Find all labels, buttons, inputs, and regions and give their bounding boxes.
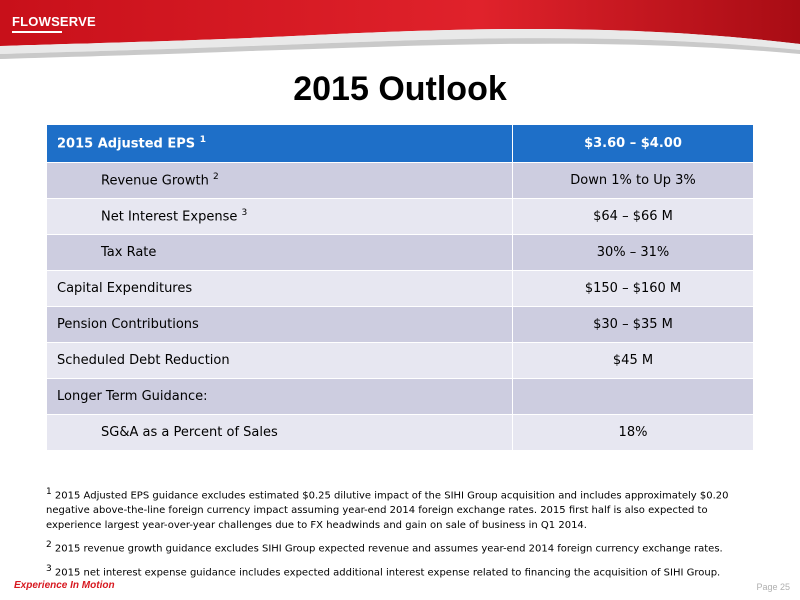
table-row: Longer Term Guidance: bbox=[46, 378, 754, 415]
footnote-text: 2015 net interest expense guidance inclu… bbox=[54, 566, 721, 578]
row-label: Revenue Growth 2 bbox=[46, 162, 513, 199]
row-label: Longer Term Guidance: bbox=[46, 378, 513, 415]
table-row: Scheduled Debt Reduction $45 M bbox=[46, 342, 754, 379]
row-value: 18% bbox=[512, 414, 754, 451]
table-row: SG&A as a Percent of Sales 18% bbox=[46, 414, 754, 451]
footnote-text: 2015 Adjusted EPS guidance excludes esti… bbox=[46, 490, 729, 532]
row-label: SG&A as a Percent of Sales bbox=[46, 414, 513, 451]
row-label-text: Revenue Growth bbox=[101, 173, 209, 189]
header-banner: FLOWSERVE bbox=[0, 0, 800, 62]
row-label: 2015 Adjusted EPS 1 bbox=[46, 124, 513, 163]
row-value: $3.60 – $4.00 bbox=[512, 124, 754, 163]
footer-tagline: Experience In Motion bbox=[14, 580, 115, 591]
row-value bbox=[512, 378, 754, 415]
row-label: Capital Expenditures bbox=[46, 270, 513, 307]
row-value: 30% – 31% bbox=[512, 234, 754, 271]
table-row: Net Interest Expense 3 $64 – $66 M bbox=[46, 198, 754, 235]
flowserve-logo: FLOWSERVE bbox=[12, 14, 96, 33]
page-number: Page 25 bbox=[756, 582, 790, 592]
footnote: 2 2015 revenue growth guidance excludes … bbox=[46, 538, 766, 556]
row-value: $64 – $66 M bbox=[512, 198, 754, 235]
row-label: Tax Rate bbox=[46, 234, 513, 271]
footnote-ref: 3 bbox=[241, 208, 248, 219]
table-row: Revenue Growth 2 Down 1% to Up 3% bbox=[46, 162, 754, 199]
row-label-text: Net Interest Expense bbox=[101, 209, 238, 225]
logo-underline bbox=[12, 31, 62, 33]
row-label: Scheduled Debt Reduction bbox=[46, 342, 513, 379]
footnote-number: 1 bbox=[46, 487, 52, 497]
header-swoosh bbox=[0, 0, 800, 59]
row-value: $45 M bbox=[512, 342, 754, 379]
footnotes: 1 2015 Adjusted EPS guidance excludes es… bbox=[46, 485, 766, 585]
table-row: Pension Contributions $30 – $35 M bbox=[46, 306, 754, 343]
footnote-ref: 2 bbox=[212, 172, 219, 183]
table-row: 2015 Adjusted EPS 1 $3.60 – $4.00 bbox=[46, 124, 754, 163]
row-value: Down 1% to Up 3% bbox=[512, 162, 754, 199]
table-row: Tax Rate 30% – 31% bbox=[46, 234, 754, 271]
footnote: 3 2015 net interest expense guidance inc… bbox=[46, 562, 766, 580]
outlook-table: 2015 Adjusted EPS 1 $3.60 – $4.00 Revenu… bbox=[46, 124, 754, 451]
table-row: Capital Expenditures $150 – $160 M bbox=[46, 270, 754, 307]
footnote-number: 3 bbox=[46, 563, 52, 574]
footnote: 1 2015 Adjusted EPS guidance excludes es… bbox=[46, 485, 766, 533]
row-label: Net Interest Expense 3 bbox=[46, 198, 513, 235]
page-title: 2015 Outlook bbox=[293, 70, 507, 108]
row-value: $30 – $35 M bbox=[512, 306, 754, 343]
row-label-text: 2015 Adjusted EPS bbox=[57, 136, 196, 152]
footnote-number: 2 bbox=[46, 540, 52, 551]
logo-text: FLOWSERVE bbox=[12, 14, 96, 29]
row-value: $150 – $160 M bbox=[512, 270, 754, 307]
footnote-text: 2015 revenue growth guidance excludes SI… bbox=[54, 543, 723, 555]
footnote-ref: 1 bbox=[199, 135, 206, 146]
row-label: Pension Contributions bbox=[46, 306, 513, 343]
